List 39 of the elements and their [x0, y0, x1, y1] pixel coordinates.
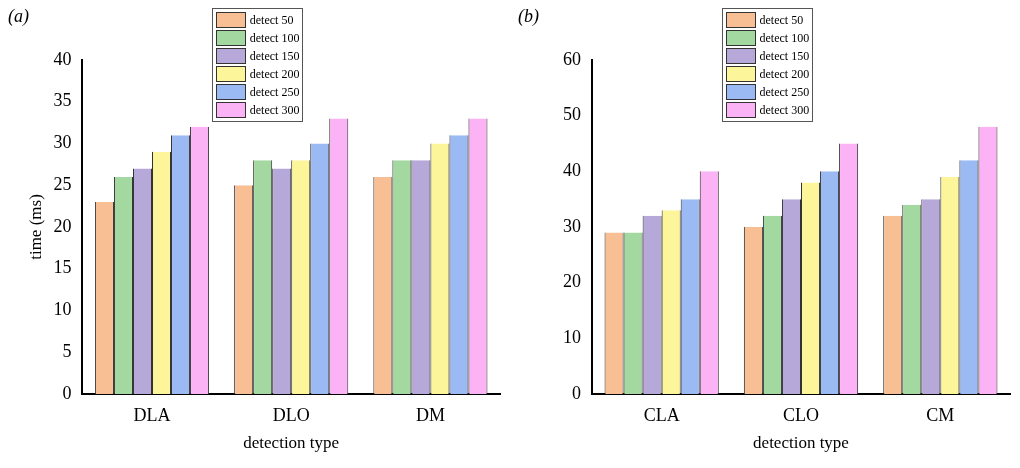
y-tick-label: 30: [563, 215, 581, 236]
y-tick-label: 20: [563, 271, 581, 292]
legend-label: detect 250: [759, 84, 810, 100]
x-tick-label: DLA: [133, 404, 171, 425]
y-tick-label: 0: [572, 382, 581, 403]
legend-label: detect 150: [759, 48, 810, 64]
x-tick-label: DM: [415, 404, 445, 425]
y-tick-label: 15: [53, 257, 72, 278]
y-tick-label: 25: [53, 173, 72, 194]
x-tick-label: CLA: [643, 404, 680, 425]
y-axis-title: time (ms): [25, 194, 45, 260]
y-tick-label: 5: [62, 340, 72, 361]
legend-label: detect 250: [249, 84, 300, 100]
x-axis-title: detection type: [753, 433, 849, 453]
legend-label: detect 200: [759, 66, 810, 82]
legend-label: detect 300: [759, 102, 810, 118]
y-tick-label: 10: [563, 327, 581, 348]
legend-label: detect 150: [249, 48, 300, 64]
legend-label: detect 50: [759, 12, 804, 28]
chart-title: (a): [8, 6, 29, 27]
x-tick-label: CLO: [783, 404, 819, 425]
x-tick-label: DLO: [272, 404, 310, 425]
legend-label: detect 50: [249, 12, 294, 28]
legend-label: detect 100: [249, 30, 300, 46]
y-tick-label: 40: [563, 160, 581, 181]
y-tick-label: 20: [53, 215, 72, 236]
y-tick-label: 30: [53, 132, 72, 153]
legend-label: detect 300: [249, 102, 300, 118]
legend-label: detect 200: [249, 66, 300, 82]
x-axis-title: detection type: [243, 433, 340, 453]
y-tick-label: 0: [62, 382, 72, 403]
y-tick-label: 40: [53, 48, 72, 69]
x-tick-label: CM: [926, 404, 955, 425]
y-tick-label: 60: [563, 48, 581, 69]
legend-label: detect 100: [759, 30, 810, 46]
y-tick-label: 50: [563, 104, 581, 125]
y-tick-label: 10: [53, 299, 72, 320]
y-tick-label: 35: [53, 90, 72, 111]
chart-title: (b): [518, 6, 539, 27]
